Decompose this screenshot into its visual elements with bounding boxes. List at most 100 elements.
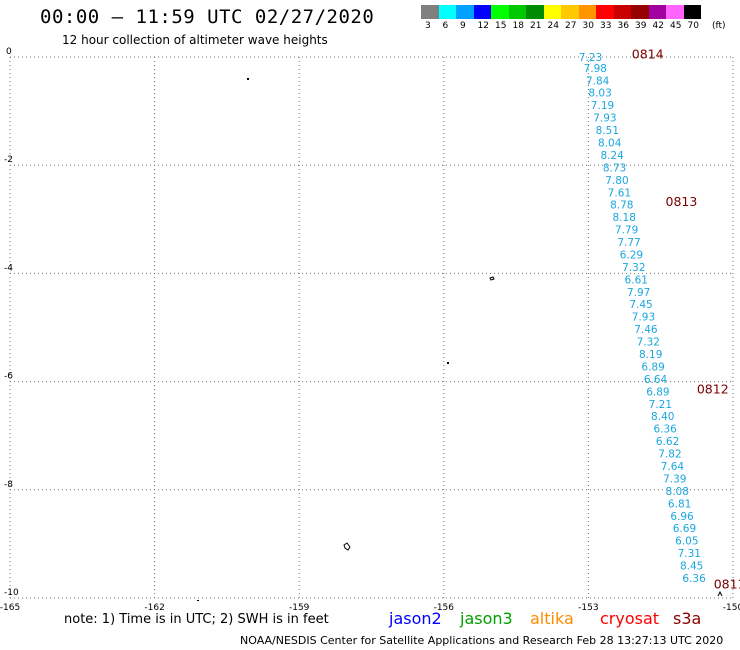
swh-label: 7.77 [617,237,640,249]
satellite-name: cryosat [600,609,660,628]
swh-label: 6.05 [675,536,698,548]
swh-label: 6.61 [625,274,648,286]
island-mark [343,542,351,551]
y-tick-label: -6 [4,372,13,382]
legend-swatch: 6 [438,5,456,31]
legend-swatch: 45 [666,5,684,31]
legend-label: 70 [687,21,699,31]
time-labels: 0814 0813 0812 0811 [632,46,740,591]
y-tick-label: -8 [4,480,13,490]
legend-label: 27 [565,21,577,31]
legend-swatch: 33 [596,5,614,31]
swh-label: 7.31 [678,548,701,560]
legend-label: 33 [600,21,612,31]
legend-swatch: 70 [683,5,701,31]
swh-label: 6.29 [620,249,643,261]
swh-points: 7.237.987.848.037.197.938.518.048.248.73… [579,52,706,585]
satellite-name: s3a [673,609,702,628]
y-tick-label: -4 [4,263,13,273]
swh-label: 8.03 [588,88,611,100]
legend-label: 9 [460,21,466,31]
swh-label: 7.19 [591,100,614,112]
swh-label: 6.81 [668,498,691,510]
swh-label: 7.61 [608,187,631,199]
island-mark [717,590,723,597]
x-tick-label: -162 [144,603,164,613]
swh-label: 7.45 [629,299,652,311]
legend-swatch: 15 [491,5,509,31]
footer-note: note: 1) Time is in UTC; 2) SWH is in fe… [64,612,329,627]
swh-label: 8.18 [613,212,636,224]
island-mark [489,276,495,281]
swh-label: 6.89 [641,361,664,373]
y-tick-label: 0 [6,47,12,57]
swh-label: 6.36 [653,424,677,436]
swh-label: 8.24 [600,150,624,162]
y-tick-label: -10 [4,588,19,598]
legend-swatch: 21 [526,5,544,31]
legend-swatch: 27 [561,5,579,31]
swh-label: 6.64 [644,374,668,386]
legend-swatch: 18 [508,5,526,31]
legend-label: 15 [495,21,507,31]
y-tick-label: -2 [4,155,13,165]
swh-label: 7.98 [584,63,607,75]
legend-swatch: 42 [648,5,666,31]
time-label: 0813 [666,194,698,209]
legend-swatch: 12 [473,5,491,31]
swh-label: 6.96 [670,511,694,523]
swh-label: 8.45 [680,561,703,573]
swh-label: 7.97 [627,287,650,299]
satellite-name: jason3 [460,609,513,628]
swh-label: 7.64 [661,461,685,473]
island-mark [197,600,199,601]
swh-label: 6.36 [682,573,706,585]
legend-label: 24 [547,21,559,31]
swh-label: 7.93 [632,312,655,324]
time-label: 0814 [632,46,664,61]
island-marks [197,78,723,601]
legend-swatch: 3 [421,5,439,31]
swh-label: 7.84 [586,75,610,87]
color-legend: 3 6 9 12 15 18 21 24 27 30 33 36 39 42 45 70 [421,5,701,31]
swh-label: 7.23 [579,52,602,64]
island-mark [247,78,249,80]
swh-label: 8.73 [603,162,626,174]
swh-label: 8.04 [598,137,622,149]
legend-swatch: 24 [543,5,561,31]
swh-label: 7.21 [649,399,672,411]
swh-label: 8.08 [666,486,689,498]
satellite-name: altika [530,609,574,628]
island-mark [447,362,449,364]
swh-label: 6.62 [656,436,679,448]
swh-label: 7.46 [634,324,658,336]
legend-swatch: 9 [456,5,474,31]
swh-label: 6.69 [673,523,696,535]
legend-label: 42 [652,21,664,31]
swh-label: 6.89 [646,386,669,398]
swh-label: 7.93 [593,113,616,125]
swh-label: 7.79 [615,225,638,237]
axis-ticks: -165 -162 -159 -156 -153 -150 0 -2 -4 -6 -8 -10 [0,47,740,613]
swh-label: 7.32 [622,262,645,274]
legend-label: 30 [582,21,594,31]
satellite-name: jason2 [389,609,442,628]
legend-label: 36 [617,21,629,31]
swh-label: 8.19 [639,349,662,361]
legend-label: 45 [670,21,682,31]
x-tick-label: -159 [289,603,310,613]
x-tick-label: -165 [0,603,20,613]
swh-label: 8.51 [596,125,619,137]
swh-label: 8.78 [610,200,633,212]
x-tick-label: -156 [434,603,455,613]
legend-swatch: 36 [613,5,631,31]
swh-label: 7.80 [605,175,628,187]
time-label: 0811 [714,576,740,591]
swh-label: 7.32 [637,337,660,349]
x-tick-label: -153 [578,603,598,613]
footer-credit: NOAA/NESDIS Center for Satellite Applica… [240,634,724,647]
legend-label: 6 [442,21,449,31]
legend-label: 3 [425,21,431,31]
swh-label: 8.40 [651,411,674,423]
